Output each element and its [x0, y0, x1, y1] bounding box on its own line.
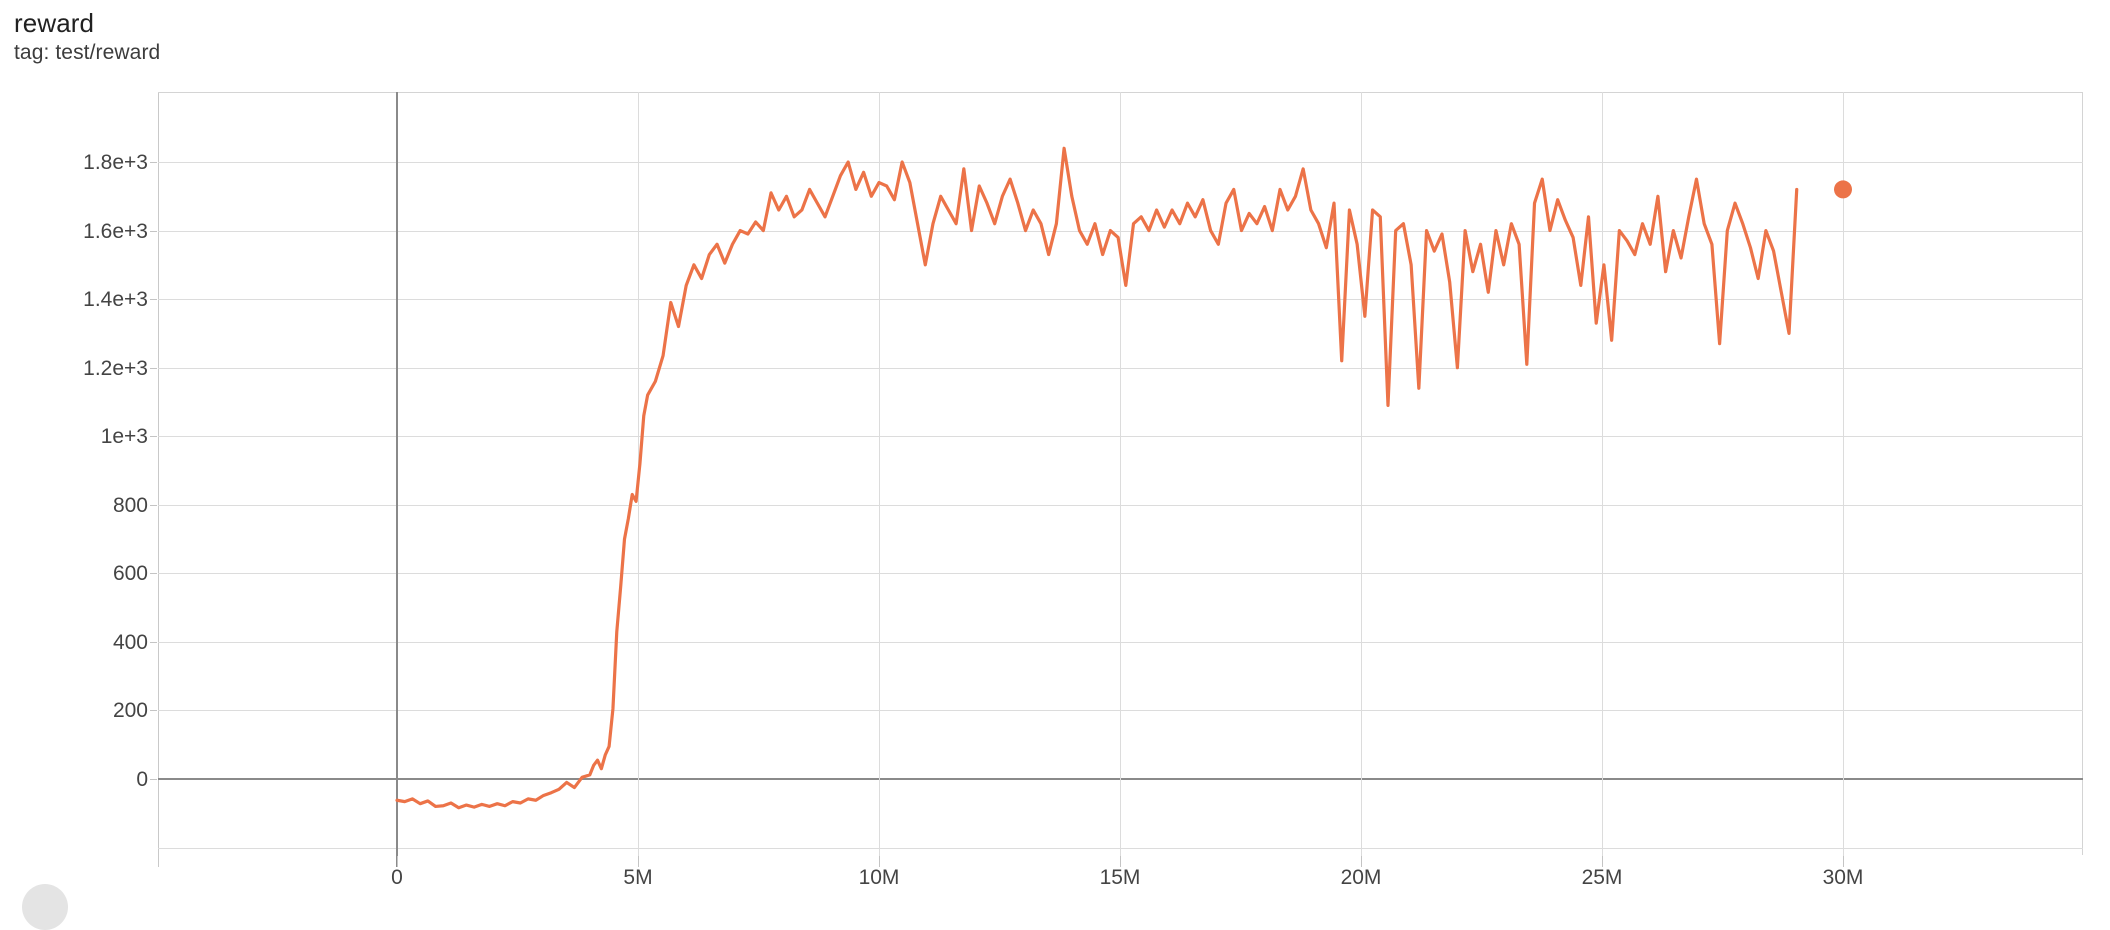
y-axis-tick-mark — [150, 230, 157, 232]
y-axis-tick-label: 600 — [112, 562, 148, 586]
x-axis-tick-label: 5M — [623, 866, 653, 889]
gridline-vertical — [1361, 92, 1362, 867]
y-axis-tick-label: 1.2e+3 — [83, 356, 148, 380]
y-axis-tick-mark — [150, 710, 157, 712]
page-title: reward — [14, 8, 95, 38]
x-axis-tick-label: 30M — [1822, 866, 1864, 889]
y-axis-tick-mark — [150, 367, 157, 369]
y-axis-tick-label: 400 — [112, 630, 148, 654]
x-axis-tick-label: 10M — [858, 866, 900, 889]
chart-tag-label: tag: test/reward — [14, 41, 161, 64]
y-axis-tick-mark — [150, 162, 157, 163]
y-axis-tick-label: 0 — [136, 768, 148, 791]
gridline-vertical — [1602, 92, 1603, 867]
y-axis-tick-label: 1e+3 — [100, 425, 148, 449]
y-axis-tick-label: 1.8e+3 — [83, 151, 148, 174]
x-axis-tick-mark — [638, 856, 639, 867]
y-axis-tick-mark — [150, 641, 157, 643]
gridline-vertical — [1120, 92, 1121, 867]
chart-card: reward tag: test/reward 1.8e+3 1.6e+3 1.4e… — [14, 8, 2083, 930]
gridline-vertical — [879, 92, 880, 867]
y-axis-tick-label: 1.6e+3 — [83, 219, 148, 243]
y-axis-tick-label: 200 — [112, 699, 148, 723]
corner-decoration — [22, 884, 68, 930]
gridline-vertical — [638, 92, 639, 867]
x-axis-tick-mark — [1361, 856, 1362, 867]
x-axis-tick-label: 15M — [1099, 866, 1141, 889]
plot-left-edge — [158, 92, 159, 867]
x-axis-tick-mark — [879, 856, 880, 867]
y-axis-tick-mark — [150, 504, 157, 506]
x-axis-tick-mark — [1602, 856, 1603, 867]
y-axis-tick-mark — [150, 779, 157, 780]
x-axis-tick-label: 0 — [391, 866, 403, 889]
x-axis-tick-label: 25M — [1581, 866, 1623, 889]
y-axis-tick-label: 1.4e+3 — [83, 288, 148, 312]
x-axis-tick-mark — [1120, 856, 1121, 867]
gridline-vertical — [396, 92, 398, 867]
x-axis-tick-label: 20M — [1340, 866, 1382, 889]
chart-header: reward tag: test/reward — [14, 8, 914, 66]
y-axis-tick-mark — [150, 299, 157, 301]
x-axis-tick-mark — [1843, 856, 1844, 867]
x-axis-tick-mark — [397, 856, 398, 867]
y-axis-tick-mark — [150, 573, 157, 575]
y-axis-tick-label: 800 — [112, 493, 148, 517]
y-axis-tick-mark — [150, 436, 157, 438]
gridline-vertical — [1843, 92, 1844, 867]
plot-border-right — [2082, 92, 2083, 855]
